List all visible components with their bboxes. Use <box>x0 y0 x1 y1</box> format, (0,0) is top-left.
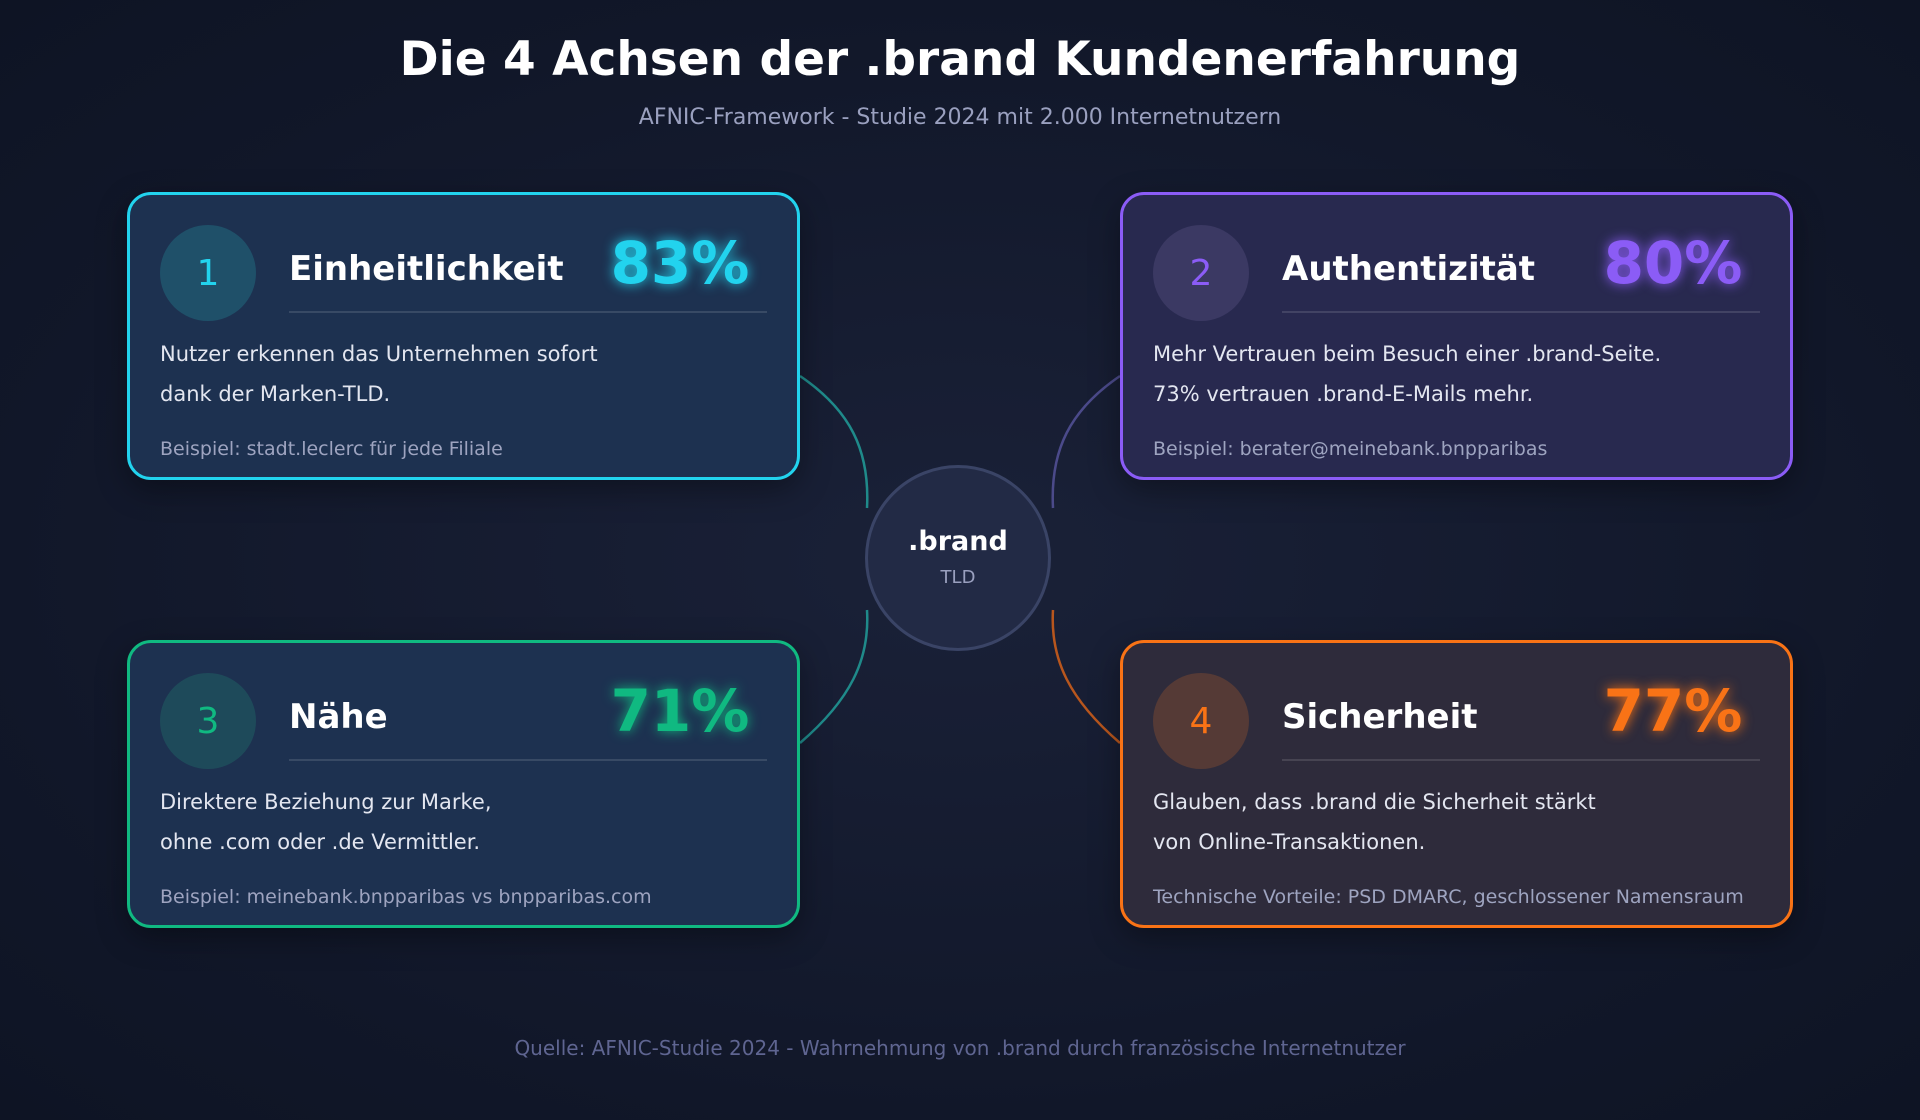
card-description: Glauben, dass .brand die Sicherheit stär… <box>1153 790 1596 814</box>
divider <box>289 759 767 761</box>
card: 2 Authentizität 80% Mehr Vertrauen beim Bes… <box>1120 192 1793 480</box>
connector <box>799 374 869 509</box>
card-percent: 71% <box>610 677 750 745</box>
divider <box>1282 759 1760 761</box>
divider <box>1282 311 1760 313</box>
card-number: 2 <box>1153 225 1249 321</box>
card-percent: 77% <box>1603 677 1743 745</box>
card-number: 1 <box>160 225 256 321</box>
card-example: Technische Vorteile: PSD DMARC, geschlos… <box>1153 886 1744 908</box>
card-title: Einheitlichkeit <box>289 249 564 289</box>
connector <box>1051 374 1121 509</box>
subtitle: AFNIC-Framework - Studie 2024 mit 2.000 … <box>638 105 1282 130</box>
center-label: .brand <box>908 526 1008 557</box>
card-description: dank der Marken-TLD. <box>160 382 391 406</box>
card-percent: 83% <box>610 229 750 297</box>
card: 3 Nähe 71% Direktere Beziehung zur Marke, oh… <box>127 640 800 928</box>
connector <box>1051 609 1121 744</box>
card: 1 Einheitlichkeit 83% Nutzer erkennen das U… <box>127 192 800 480</box>
card-number: 3 <box>160 673 256 769</box>
card-number: 4 <box>1153 673 1249 769</box>
divider <box>289 311 767 313</box>
card-description: Mehr Vertrauen beim Besuch einer .brand-… <box>1153 342 1662 366</box>
connector <box>799 609 869 744</box>
footer-source: Quelle: AFNIC-Studie 2024 - Wahrnehmung … <box>514 1036 1406 1060</box>
center-sublabel: TLD <box>940 567 976 588</box>
card-description: 73% vertrauen .brand-E-Mails mehr. <box>1153 382 1534 406</box>
card-title: Authentizität <box>1282 249 1536 289</box>
title: Die 4 Achsen der .brand Kundenerfahrung <box>399 32 1521 87</box>
center-circle <box>865 465 1051 651</box>
card-title: Sicherheit <box>1282 697 1478 737</box>
card-description: Nutzer erkennen das Unternehmen sofort <box>160 342 598 366</box>
card: 4 Sicherheit 77% Glauben, dass .brand die S… <box>1120 640 1793 928</box>
card-description: Direktere Beziehung zur Marke, <box>160 790 492 814</box>
card-description: von Online-Transaktionen. <box>1153 830 1426 854</box>
card-percent: 80% <box>1603 229 1743 297</box>
card-example: Beispiel: meinebank.bnpparibas vs bnppar… <box>160 886 652 908</box>
card-example: Beispiel: berater@meinebank.bnpparibas <box>1153 438 1548 460</box>
card-example: Beispiel: stadt.leclerc für jede Filiale <box>160 438 503 460</box>
card-title: Nähe <box>289 697 388 737</box>
card-description: ohne .com oder .de Vermittler. <box>160 830 481 854</box>
